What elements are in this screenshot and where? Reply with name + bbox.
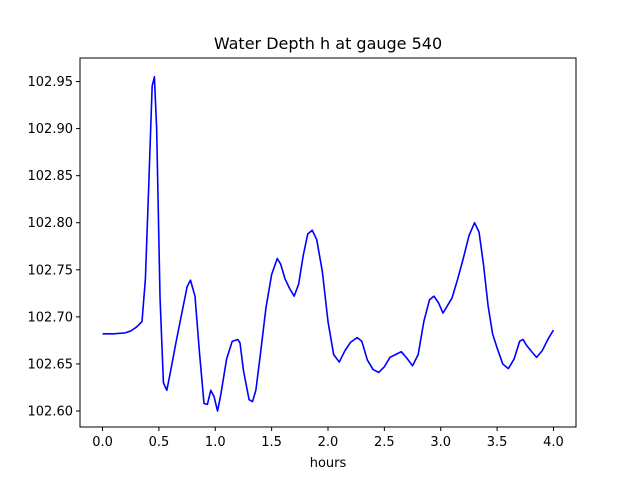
plot-area (79, 57, 577, 428)
chart-title: Water Depth h at gauge 540 (214, 34, 442, 53)
x-tick-label: 3.0 (430, 435, 451, 450)
x-tick-label: 2.5 (374, 435, 395, 450)
x-axis: 0.0 0.5 1.0 1.5 2.0 2.5 3.0 3.5 4.0 (92, 427, 564, 450)
y-tick-label: 102.65 (28, 357, 74, 372)
x-axis-label: hours (310, 456, 347, 471)
y-tick-label: 102.75 (28, 263, 74, 278)
y-tick-label: 102.85 (28, 169, 74, 184)
x-tick-label: 3.5 (487, 435, 508, 450)
x-tick-label: 0.5 (149, 435, 170, 450)
y-tick-label: 102.90 (28, 122, 74, 137)
y-tick-label: 102.95 (28, 75, 74, 90)
plot-frame (79, 57, 577, 428)
x-tick-label: 1.0 (205, 435, 226, 450)
y-tick-label: 102.70 (28, 310, 74, 325)
y-tick-label: 102.60 (28, 404, 74, 419)
x-tick-label: 2.0 (318, 435, 339, 450)
y-axis: 102.60 102.65 102.70 102.75 102.80 102.85 102.… (28, 75, 80, 419)
x-tick-label: 1.5 (261, 435, 282, 450)
y-tick-label: 102.80 (28, 216, 74, 231)
series-line-0 (102, 76, 555, 412)
x-tick-label: 4.0 (543, 435, 564, 450)
x-tick-label: 0.0 (92, 435, 113, 450)
